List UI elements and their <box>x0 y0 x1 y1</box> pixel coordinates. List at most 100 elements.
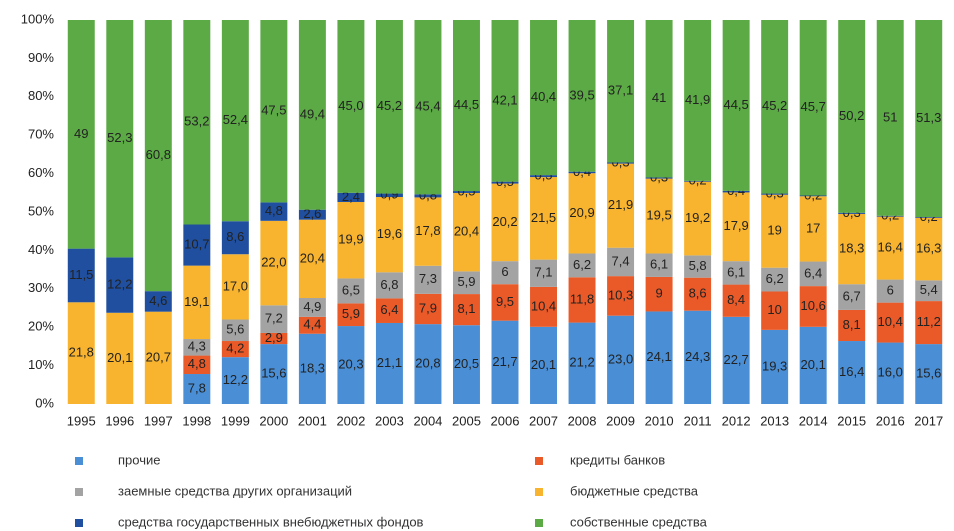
data-label: 4,2 <box>226 341 244 356</box>
data-label: 12,2 <box>223 372 248 387</box>
bar-segment <box>452 191 480 193</box>
bar-segment <box>452 294 480 326</box>
data-label: 20,1 <box>531 357 556 372</box>
bar-segment <box>761 267 789 292</box>
bar-segment <box>915 344 943 404</box>
y-tick-label: 70% <box>28 127 54 142</box>
x-tick-label: 2010 <box>645 413 674 428</box>
bar-segment <box>684 20 712 181</box>
data-label: 47,5 <box>261 103 286 118</box>
data-label: 19,2 <box>685 210 710 225</box>
x-tick-label: 1997 <box>144 413 173 428</box>
bar-segment <box>530 175 558 178</box>
bar-segment <box>375 272 403 299</box>
bar-segment <box>568 173 596 254</box>
bar-segment <box>645 177 673 179</box>
data-label: 51 <box>883 109 897 124</box>
data-label: 19,1 <box>184 294 209 309</box>
data-label: 5,4 <box>920 282 938 297</box>
data-label: 4,6 <box>149 293 167 308</box>
bar-segment <box>915 20 943 217</box>
data-label: 10,4 <box>878 314 903 329</box>
data-label: 37,1 <box>608 83 633 98</box>
bar-segment <box>761 329 789 404</box>
data-label: 8,6 <box>226 229 244 244</box>
bar-segment <box>645 311 673 404</box>
data-label: 17 <box>806 220 820 235</box>
x-tick-label: 2012 <box>722 413 751 428</box>
bar-segment <box>183 265 211 340</box>
x-tick-label: 2011 <box>684 413 712 428</box>
bar-segment <box>838 309 866 342</box>
bar-segment <box>491 284 519 321</box>
data-label: 10,4 <box>531 298 556 313</box>
bar-segment <box>414 194 442 198</box>
x-tick-label: 1996 <box>105 413 134 428</box>
bar-segment <box>876 216 904 280</box>
data-label: 17,0 <box>223 278 248 293</box>
bar-segment <box>67 302 95 404</box>
bar-segment <box>761 193 789 195</box>
data-label: 41,9 <box>685 92 710 107</box>
data-label: 19,9 <box>338 232 363 247</box>
data-label: 11,2 <box>917 314 941 329</box>
legend-marker <box>75 488 83 496</box>
data-label: 7,8 <box>188 380 206 395</box>
x-tick-label: 1998 <box>182 413 211 428</box>
bar-segment <box>607 276 635 316</box>
data-label: 21,8 <box>69 345 94 360</box>
bar-segment <box>568 171 596 174</box>
data-label: 7,3 <box>419 271 437 286</box>
legend-marker <box>75 457 83 465</box>
data-label: 17,8 <box>415 223 440 238</box>
bar-segment <box>915 216 943 218</box>
legend-marker <box>535 519 543 527</box>
bar-segment <box>183 339 211 356</box>
bar-segment <box>530 326 558 404</box>
bar-segment <box>491 261 519 285</box>
bar-segment <box>761 194 789 268</box>
data-label: 9 <box>655 286 662 301</box>
bar-segment <box>722 284 750 317</box>
bar-segment <box>722 192 750 262</box>
bar-segment <box>298 333 326 404</box>
legend-label: прочие <box>118 452 160 467</box>
data-label: 6,4 <box>804 265 822 280</box>
bar-segment <box>337 303 365 327</box>
x-tick-label: 2006 <box>491 413 520 428</box>
data-label: 10,3 <box>608 287 633 302</box>
data-label: 7,4 <box>612 253 630 268</box>
bar-segment <box>375 20 403 194</box>
data-label: 21,9 <box>608 197 633 212</box>
bar-segment <box>684 181 712 256</box>
data-label: 16,4 <box>878 240 903 255</box>
bar-segment <box>414 197 442 266</box>
bar-segment <box>260 332 288 345</box>
bar-segment <box>761 20 789 194</box>
bar-segment <box>491 20 519 182</box>
bar-segment <box>722 190 750 193</box>
data-label: 15,6 <box>261 365 286 380</box>
y-tick-label: 0% <box>35 395 54 410</box>
data-label: 44,5 <box>454 97 479 112</box>
data-label: 10,7 <box>184 236 209 251</box>
bar-segment <box>414 265 442 294</box>
bar-segment <box>838 341 866 404</box>
data-label: 18,3 <box>300 360 325 375</box>
bar-segment <box>375 193 403 198</box>
bar-segment <box>530 259 558 287</box>
data-label: 11,5 <box>69 267 93 282</box>
bar-segment <box>260 344 288 404</box>
bar-segment <box>607 163 635 248</box>
data-label: 16,3 <box>916 240 941 255</box>
data-label: 20,2 <box>492 214 517 229</box>
bar-segment <box>67 20 95 249</box>
data-label: 21,2 <box>569 355 594 370</box>
data-label: 7,2 <box>265 311 283 326</box>
x-tick-label: 2004 <box>413 413 442 428</box>
bar-segment <box>799 196 827 262</box>
bar-segment <box>568 322 596 404</box>
bar-segment <box>645 178 673 254</box>
x-tick-label: 2003 <box>375 413 404 428</box>
data-label: 60,8 <box>146 147 171 162</box>
